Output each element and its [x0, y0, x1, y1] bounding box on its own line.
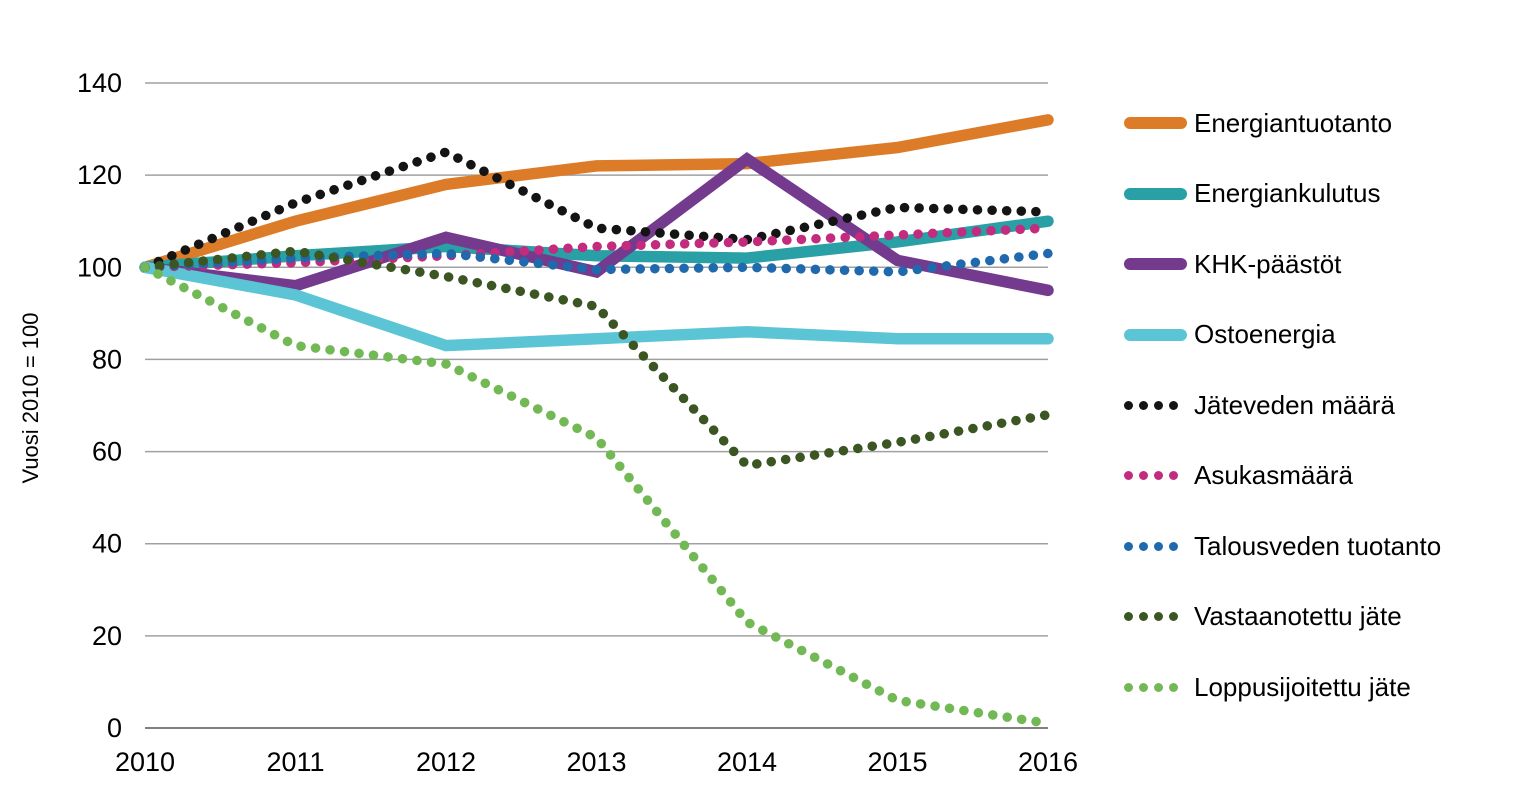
legend-swatch-bar [1124, 258, 1187, 271]
legend-label: Jäteveden määrä [1194, 389, 1395, 420]
legend-dot [1154, 682, 1163, 692]
x-tick-label: 2013 [566, 747, 626, 777]
legend: Energiantuotanto Energiankulutus KHK-pääst… [1124, 88, 1441, 723]
legend-dot [1124, 400, 1133, 410]
legend-label: Energiankulutus [1194, 178, 1381, 209]
y-tick-label: 80 [92, 344, 122, 374]
y-tick-label: 60 [92, 437, 122, 467]
legend-dot [1169, 612, 1178, 622]
legend-item-loppusijoitettu-j-te: Loppusijoitettu jäte [1124, 652, 1441, 723]
legend-line-swatch [1124, 258, 1190, 271]
legend-swatch-bar [1124, 187, 1187, 200]
legend-swatch-bar [1124, 328, 1187, 341]
legend-item-energiankulutus: Energiankulutus [1124, 159, 1441, 230]
legend-swatch-dots [1124, 541, 1178, 551]
legend-dot [1139, 612, 1148, 622]
legend-dotted-swatch [1124, 612, 1190, 622]
legend-dot [1154, 612, 1163, 622]
series-line-ostoenergia [139, 261, 1054, 352]
legend-dot [1139, 541, 1148, 551]
legend-item-vastaanotettu-j-te: Vastaanotettu jäte [1124, 582, 1441, 653]
legend-item-asukasm-r: Asukasmäärä [1124, 441, 1441, 512]
series-line-asukasm-r [140, 223, 1053, 273]
legend-dot [1124, 612, 1133, 622]
y-tick-label: 40 [92, 529, 122, 559]
y-tick-label: 20 [92, 621, 122, 651]
legend-label: Asukasmäärä [1194, 460, 1353, 491]
legend-dot [1169, 682, 1178, 692]
legend-label: Vastaanotettu jäte [1194, 601, 1402, 632]
x-tick-label: 2016 [1018, 747, 1078, 777]
legend-dot [1124, 682, 1133, 692]
y-tick-label: 0 [107, 713, 122, 743]
legend-dot [1169, 471, 1178, 481]
legend-swatch-dots [1124, 612, 1178, 622]
legend-label: KHK-päästöt [1194, 248, 1342, 279]
x-tick-label: 2015 [867, 747, 927, 777]
series-line-j-teveden-m-r [140, 147, 1053, 273]
legend-dot [1154, 471, 1163, 481]
y-tick-label: 100 [77, 252, 122, 282]
legend-item-ostoenergia: Ostoenergia [1124, 300, 1441, 371]
series-line-energiankulutus [139, 215, 1054, 274]
legend-dot [1154, 541, 1163, 551]
legend-dot [1154, 400, 1163, 410]
legend-swatch-dots [1124, 400, 1178, 410]
x-tick-label: 2012 [416, 747, 476, 777]
x-tick-label: 2011 [266, 747, 324, 777]
legend-dot [1139, 682, 1148, 692]
legend-line-swatch [1124, 328, 1190, 341]
legend-dot [1124, 541, 1133, 551]
legend-dot [1139, 400, 1148, 410]
legend-item-khk-p-st-t: KHK-päästöt [1124, 229, 1441, 300]
legend-dot [1169, 541, 1178, 551]
y-tick-label: 140 [77, 68, 122, 98]
series-line-vastaanotettu-j-te [140, 246, 1053, 471]
legend-item-energiantuotanto: Energiantuotanto [1124, 88, 1441, 159]
legend-dot [1139, 471, 1148, 481]
legend-swatch-dots [1124, 471, 1178, 481]
legend-swatch-dots [1124, 682, 1178, 692]
y-tick-label: 120 [77, 160, 122, 190]
legend-item-talousveden-tuotanto: Talousveden tuotanto [1124, 511, 1441, 582]
x-tick-label: 2014 [717, 747, 777, 777]
series-line-energiantuotanto [139, 114, 1054, 274]
legend-dotted-swatch [1124, 682, 1190, 692]
legend-dot [1169, 400, 1178, 410]
legend-label: Energiantuotanto [1194, 107, 1393, 138]
legend-dotted-swatch [1124, 541, 1190, 551]
legend-label: Ostoenergia [1194, 319, 1336, 350]
legend-line-swatch [1124, 117, 1190, 130]
legend-line-swatch [1124, 187, 1190, 200]
legend-dotted-swatch [1124, 400, 1190, 410]
legend-swatch-bar [1124, 117, 1187, 130]
legend-label: Talousveden tuotanto [1194, 530, 1442, 561]
series-line-talousveden-tuotanto [140, 248, 1053, 277]
legend-item-j-teveden-m-r: Jäteveden määrä [1124, 370, 1441, 441]
x-tick-label: 2010 [115, 747, 175, 777]
legend-dotted-swatch [1124, 471, 1190, 481]
plot-area: 0 20 40 60 80 100 120 140 2010 2011 2012 2013 2014 20… [77, 68, 1078, 777]
legend-label: Loppusijoitettu jäte [1194, 671, 1411, 702]
legend-dot [1124, 471, 1133, 481]
